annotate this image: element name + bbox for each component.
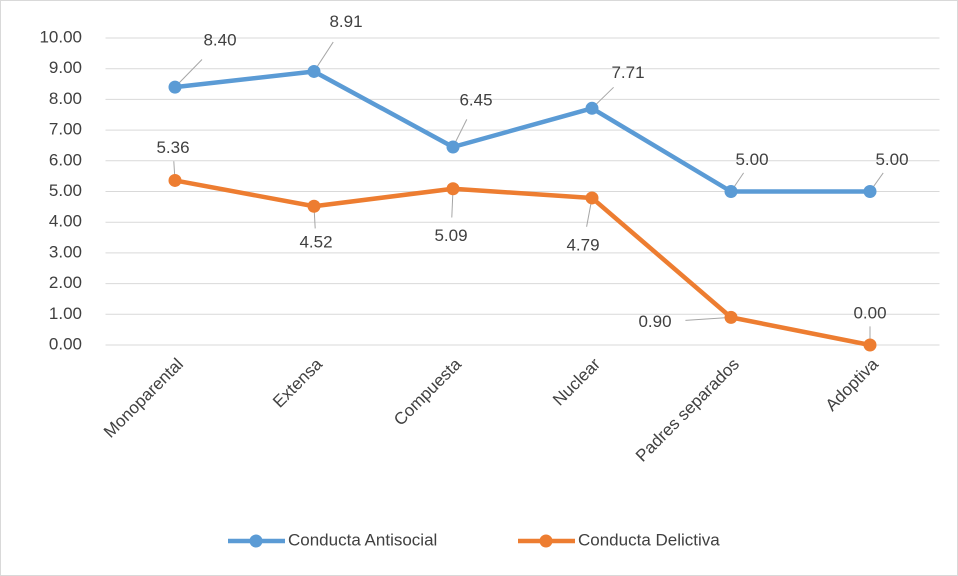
- point: [585, 191, 599, 205]
- data-label: 7.71: [611, 63, 644, 82]
- y-tick-label: 9.00: [49, 58, 82, 77]
- leader-line: [685, 316, 732, 321]
- y-tick-label: 0.00: [49, 334, 82, 353]
- legend-label: Conducta Antisocial: [288, 530, 437, 549]
- data-label: 8.40: [203, 31, 236, 50]
- series-line: [174, 69, 870, 194]
- data-label: 0.00: [853, 303, 886, 322]
- legend-marker: [249, 534, 263, 548]
- point: [446, 182, 460, 196]
- legend-marker: [539, 534, 553, 548]
- point: [168, 173, 182, 187]
- point: [724, 310, 738, 324]
- point: [724, 185, 738, 198]
- legend-label: Conducta Delictiva: [578, 530, 720, 549]
- data-label: 4.52: [299, 233, 332, 252]
- point: [585, 101, 599, 115]
- point: [863, 185, 877, 198]
- data-label: 8.91: [329, 12, 362, 31]
- data-label: 5.36: [156, 138, 189, 157]
- y-tick-label: 3.00: [49, 242, 82, 261]
- y-tick-label: 10.00: [39, 27, 82, 46]
- y-tick-label: 2.00: [49, 273, 82, 292]
- data-label: 5.09: [434, 226, 467, 245]
- series-line: [174, 178, 871, 348]
- data-label: 0.90: [638, 312, 671, 331]
- y-tick-label: 8.00: [49, 89, 82, 108]
- y-tick-label: 1.00: [49, 304, 82, 323]
- y-tick-label: 5.00: [49, 181, 82, 200]
- point: [307, 199, 321, 213]
- data-label: 5.00: [875, 150, 908, 169]
- point: [168, 80, 182, 94]
- data-label: 6.45: [459, 90, 492, 109]
- y-tick-label: 4.00: [49, 212, 82, 231]
- point: [863, 338, 877, 352]
- data-label: 4.79: [566, 235, 599, 254]
- y-tick-label: 6.00: [49, 150, 82, 169]
- point: [307, 64, 321, 78]
- data-label: 5.00: [735, 150, 768, 169]
- point: [446, 140, 460, 154]
- y-tick-label: 7.00: [49, 120, 82, 139]
